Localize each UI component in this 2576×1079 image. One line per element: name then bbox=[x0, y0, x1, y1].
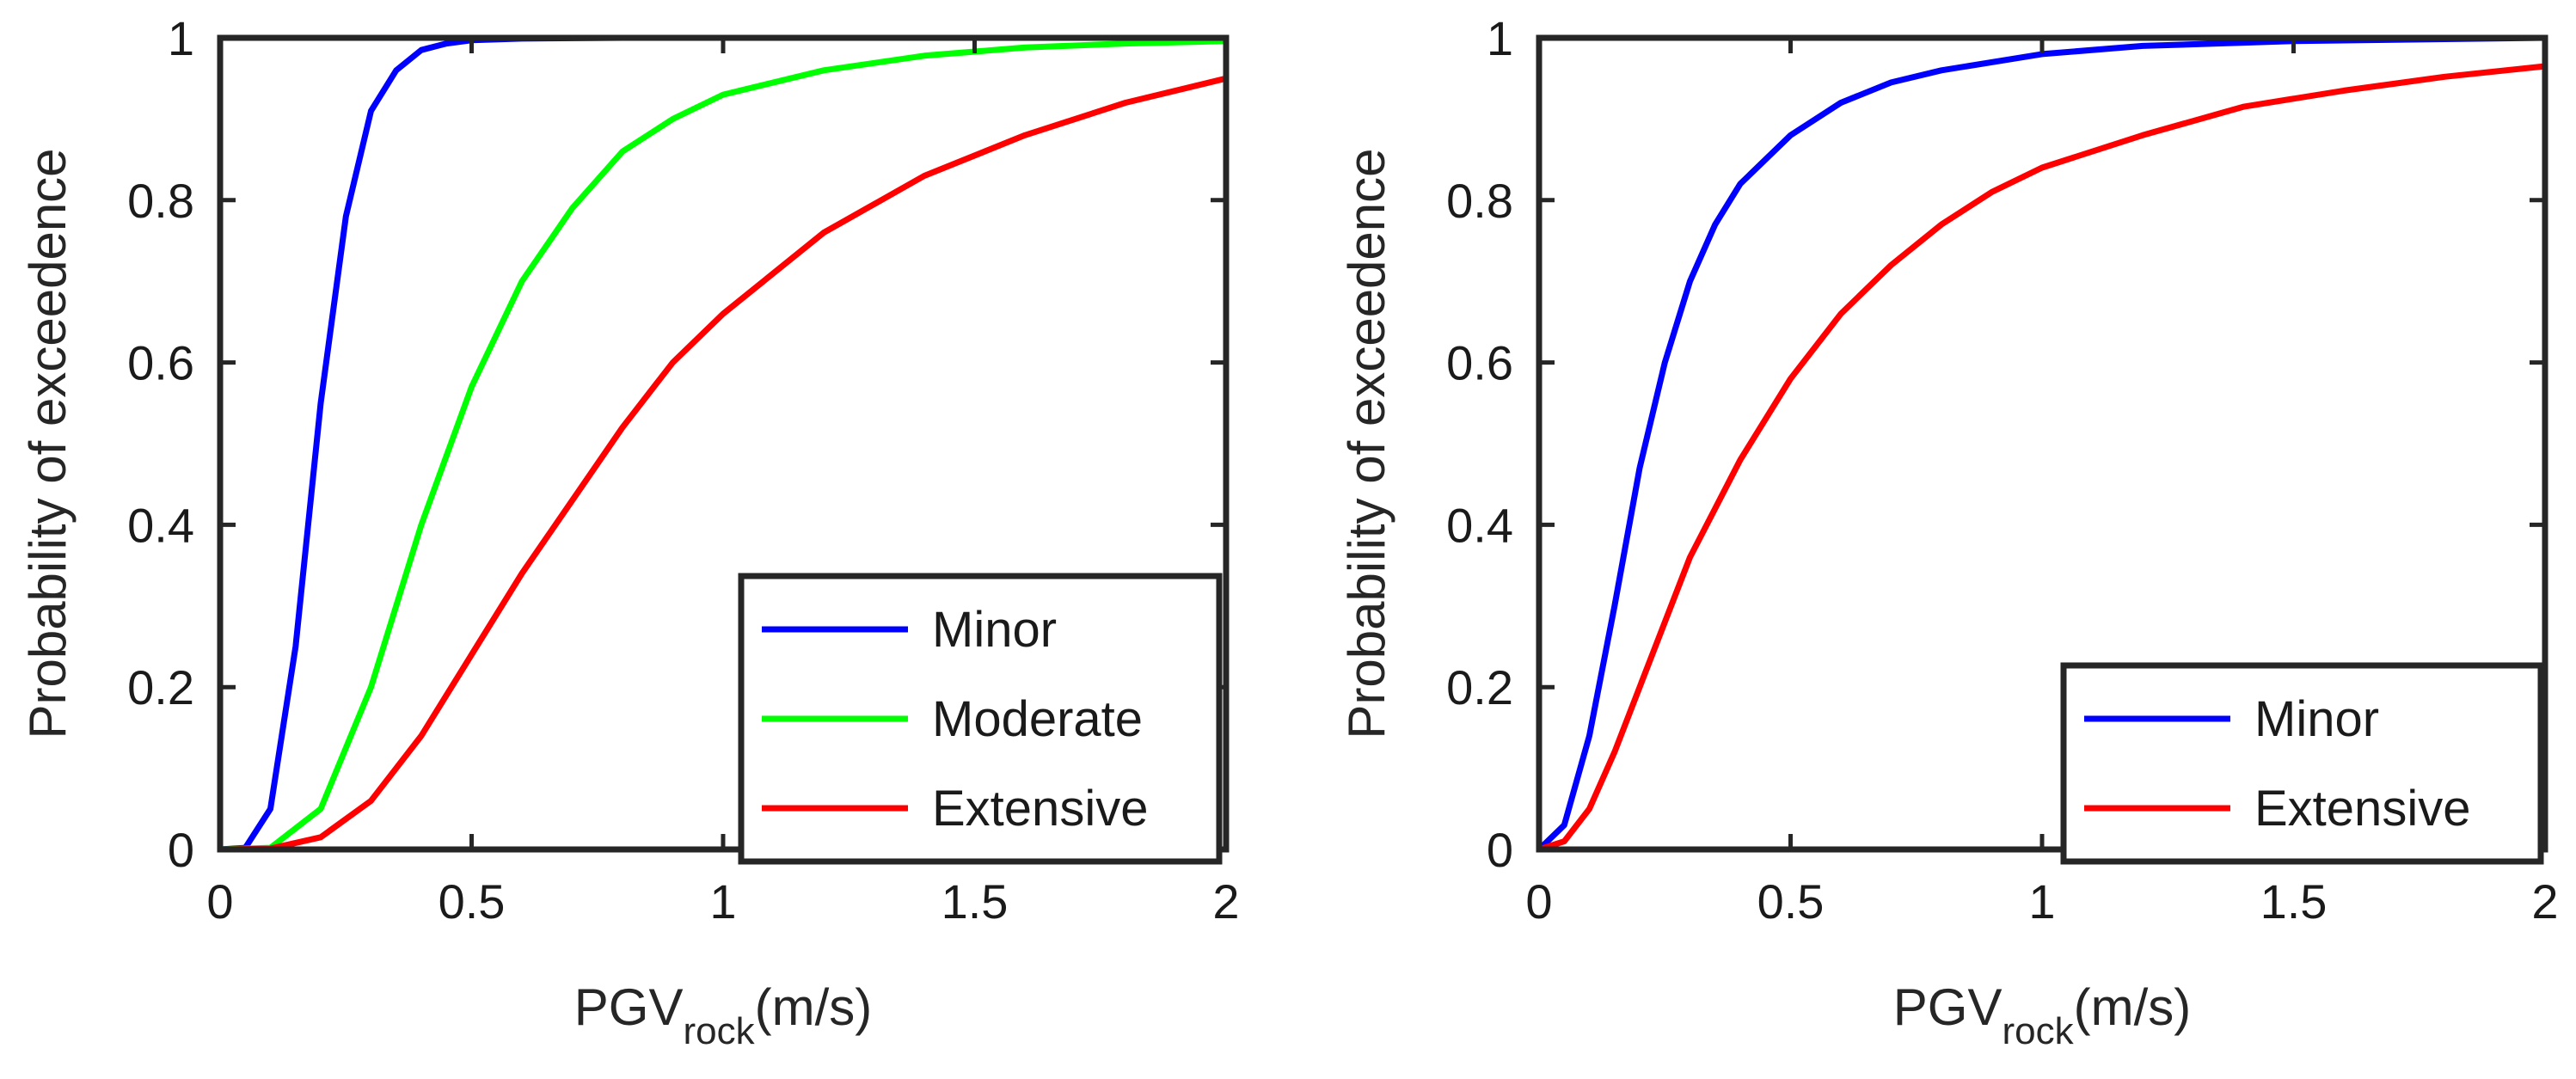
y-tick-label: 1 bbox=[168, 11, 194, 65]
y-axis-label: Probability of exceedence bbox=[19, 148, 77, 739]
legend-label-extensive: Extensive bbox=[2254, 781, 2470, 837]
y-tick-label: 0.2 bbox=[127, 660, 194, 714]
legend: Minor Moderate Extensive bbox=[738, 573, 1223, 865]
y-tick-label: 0.6 bbox=[127, 336, 194, 390]
x-axis-label-subscript: rock bbox=[683, 1010, 755, 1052]
x-tick-label: 1 bbox=[2028, 874, 2055, 929]
x-tick-label: 0.5 bbox=[1757, 874, 1825, 929]
y-tick-label: 0.8 bbox=[1446, 174, 1513, 228]
y-tick-label: 0 bbox=[168, 823, 194, 877]
x-tick-label: 1.5 bbox=[941, 874, 1009, 929]
y-tick-label: 1 bbox=[1487, 11, 1513, 65]
legend-label-extensive: Extensive bbox=[932, 781, 1148, 837]
y-tick-label: 0.2 bbox=[1446, 660, 1513, 714]
x-axis-label-subscript: rock bbox=[2002, 1010, 2074, 1052]
y-axis-label: Probability of exceedence bbox=[1338, 148, 1395, 739]
y-tick-label: 0.6 bbox=[1446, 336, 1513, 390]
series-line-extensive bbox=[1536, 63, 2548, 853]
series-group bbox=[1536, 34, 2548, 853]
x-axis-label: PGVrock(m/s) bbox=[1893, 978, 2191, 1052]
y-tick-label: 0.8 bbox=[127, 174, 194, 228]
x-tick-label: 1 bbox=[709, 874, 736, 929]
y-tick-label: 0.4 bbox=[127, 498, 194, 552]
legend: Minor Extensive bbox=[2060, 662, 2544, 865]
series-line-minor bbox=[1536, 34, 2548, 853]
x-tick-label: 1.5 bbox=[2260, 874, 2328, 929]
x-tick-label: 2 bbox=[1212, 874, 1239, 929]
x-tick-label: 0 bbox=[1525, 874, 1552, 929]
x-tick-label: 0 bbox=[206, 874, 233, 929]
x-tick-label: 2 bbox=[2531, 874, 2558, 929]
x-axis-label-main: PGV bbox=[1893, 978, 2003, 1036]
x-axis-label: PGVrock(m/s) bbox=[574, 978, 872, 1052]
y-tick-label: 0.4 bbox=[1446, 498, 1513, 552]
x-axis-label-main: PGV bbox=[574, 978, 684, 1036]
y-tick-label: 0 bbox=[1487, 823, 1513, 877]
x-tick-label: 0.5 bbox=[439, 874, 506, 929]
chart-left: 0 0.5 1 1.5 2 0 0.2 0.4 0.6 0.8 1 PGVrock(m/s) Proba… bbox=[19, 11, 1240, 1052]
legend-label-minor: Minor bbox=[2254, 691, 2379, 747]
legend-label-moderate: Moderate bbox=[932, 691, 1143, 747]
x-axis-label-unit: (m/s) bbox=[2074, 978, 2192, 1036]
series-line-extensive bbox=[217, 75, 1230, 853]
legend-box bbox=[2060, 662, 2544, 865]
legend-label-minor: Minor bbox=[932, 602, 1057, 658]
chart-right: 0 0.5 1 1.5 2 0 0.2 0.4 0.6 0.8 1 PGVrock(m/s) Proba… bbox=[1338, 11, 2559, 1052]
x-axis-label-unit: (m/s) bbox=[755, 978, 873, 1036]
